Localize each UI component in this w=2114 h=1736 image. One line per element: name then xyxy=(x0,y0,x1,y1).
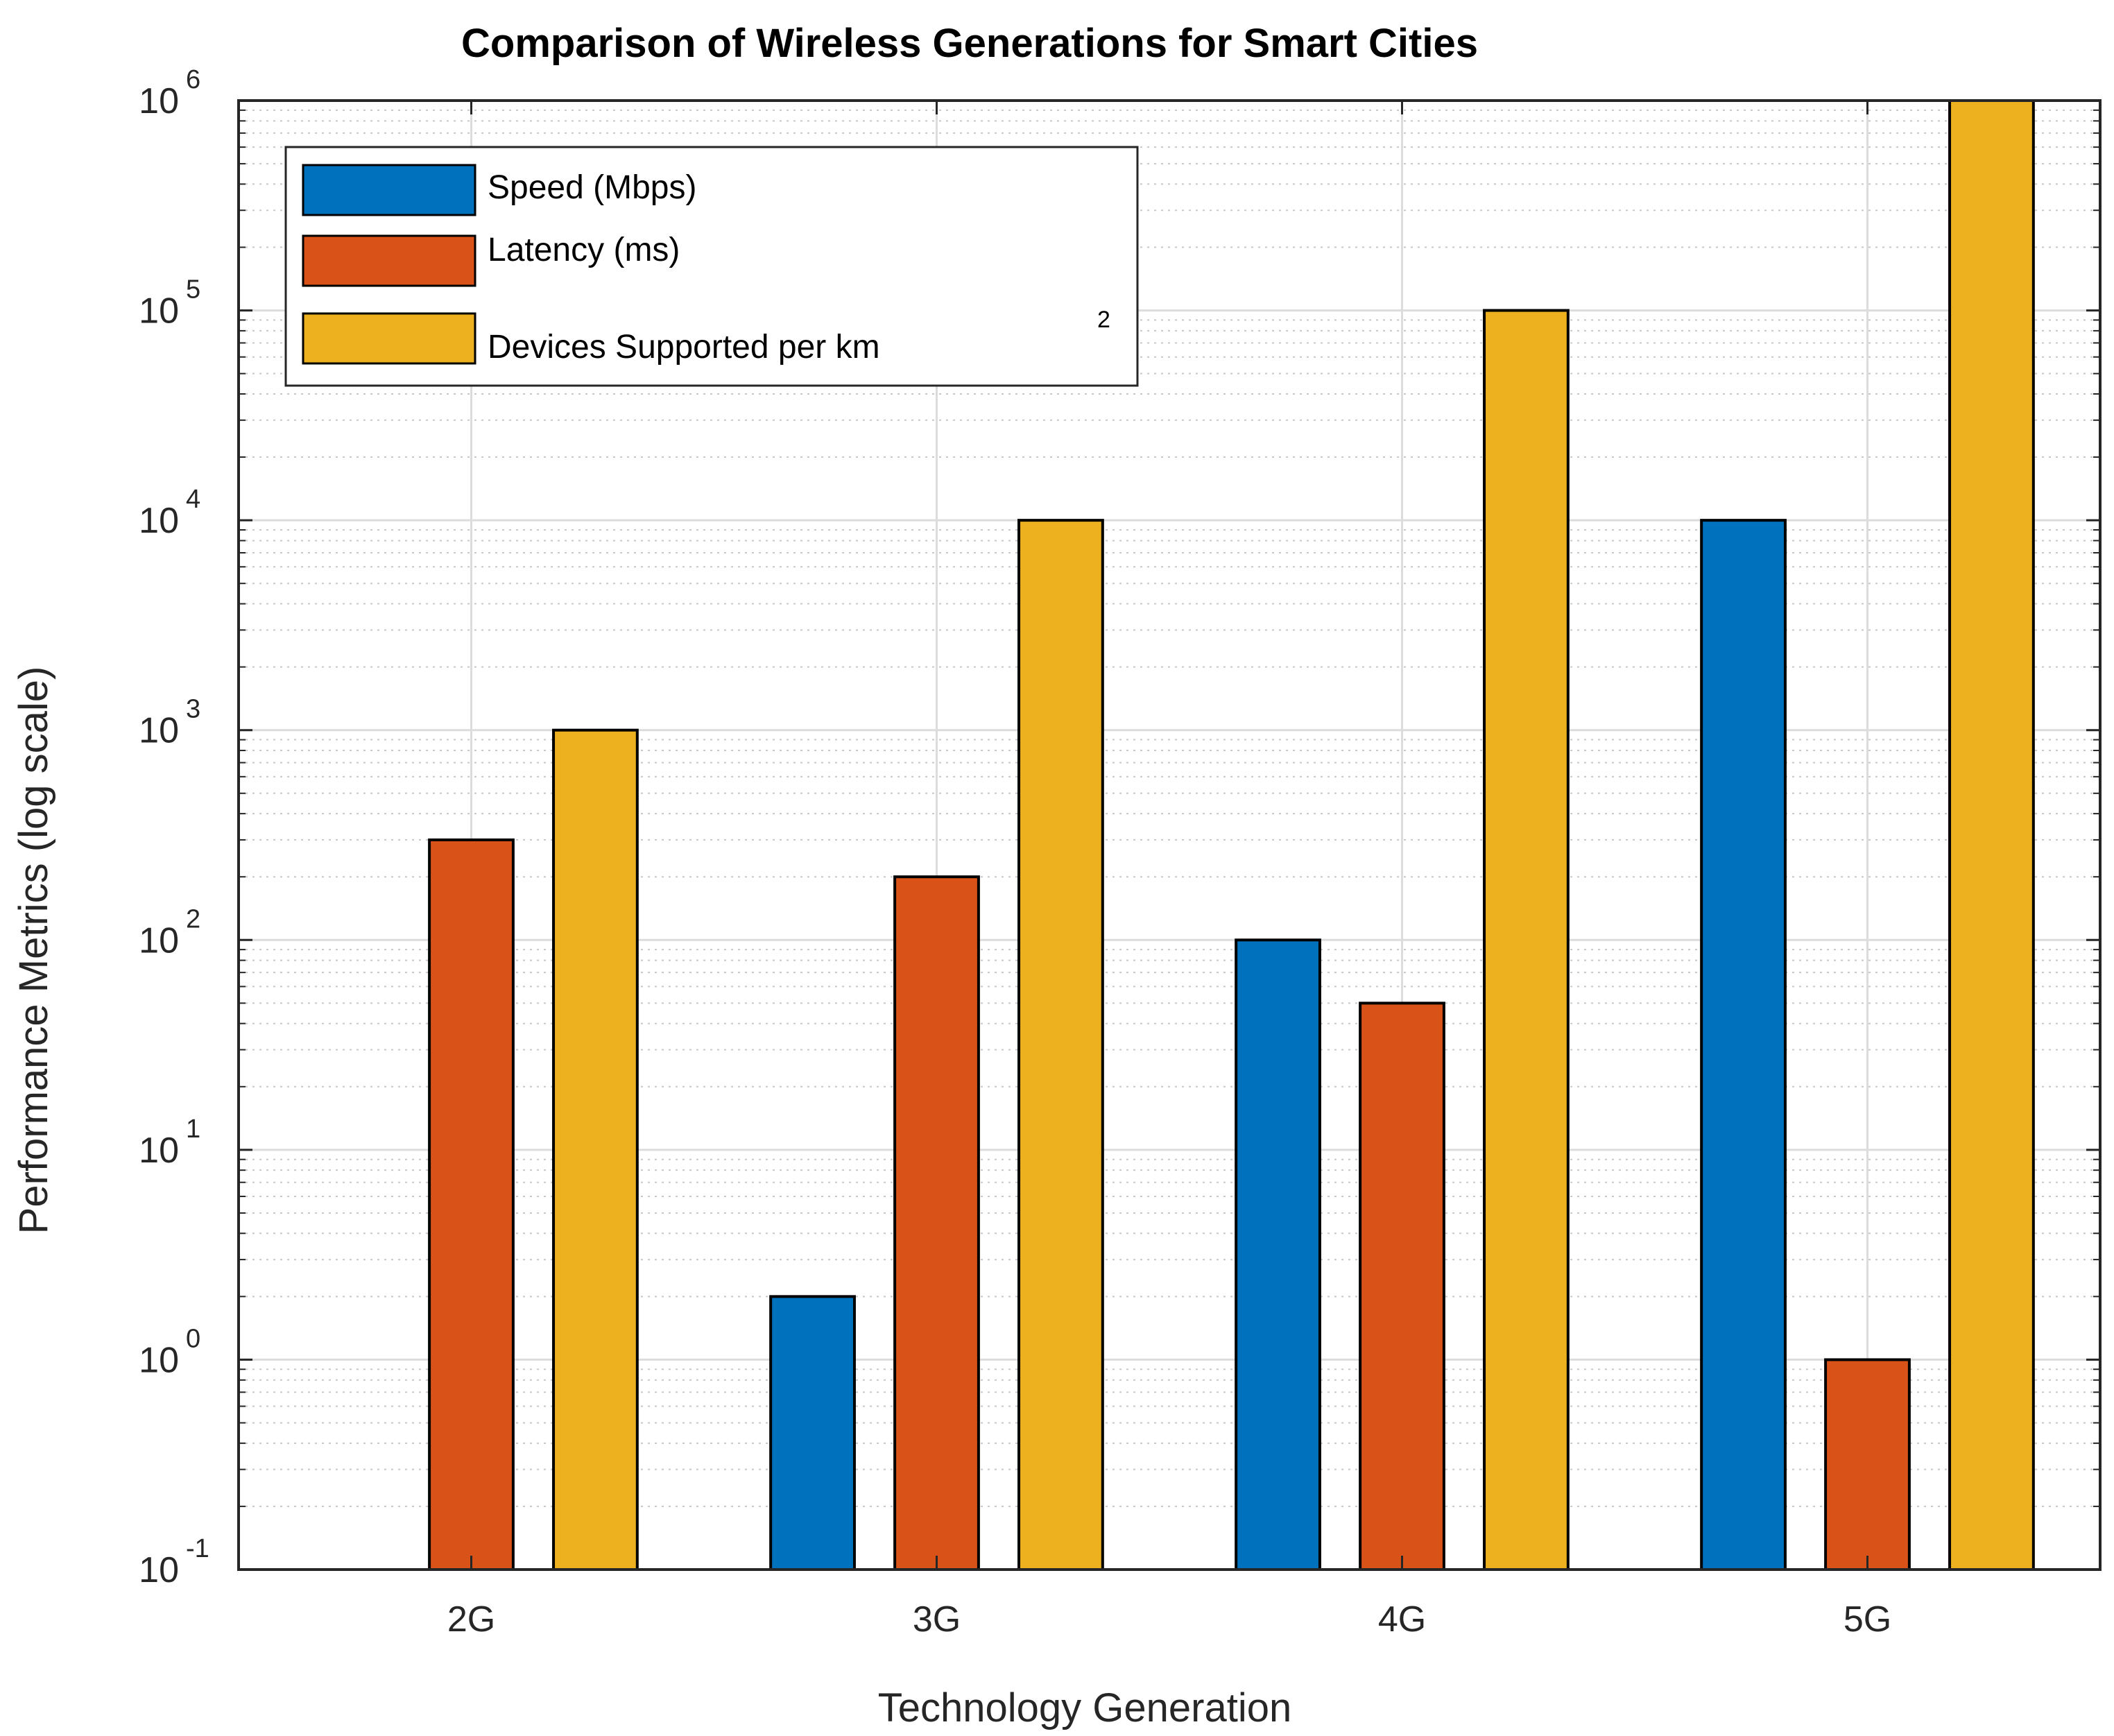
y-axis-label: Performance Metrics (log scale) xyxy=(11,667,56,1235)
legend-label-speed: Speed (Mbps) xyxy=(488,169,696,206)
y-tick-exponent: 4 xyxy=(186,485,200,514)
y-tick-label: 10 xyxy=(139,1340,179,1380)
y-tick-exponent: 0 xyxy=(186,1324,200,1353)
y-tick-exponent: 5 xyxy=(186,275,200,304)
bar-4g-devices xyxy=(1483,309,1570,1572)
y-tick-label: 10 xyxy=(139,1131,179,1171)
y-tick-label: 10 xyxy=(139,81,179,121)
y-tick-exponent: 1 xyxy=(186,1115,200,1144)
y-tick-exponent: -1 xyxy=(186,1534,209,1563)
y-tick-label: 10 xyxy=(139,1550,179,1590)
bar-3g-latency xyxy=(893,875,980,1571)
y-tick-label: 10 xyxy=(139,920,179,961)
bar-3g-speed xyxy=(769,1295,856,1571)
bar-5g-latency xyxy=(1824,1358,1911,1572)
y-tick-exponent: 6 xyxy=(186,65,200,94)
bar-5g-devices xyxy=(1948,99,2035,1571)
plot-frame xyxy=(237,99,2102,1571)
bar-3g-devices xyxy=(1017,519,1104,1572)
y-tick-exponent: 2 xyxy=(186,904,200,934)
bar-5g-speed xyxy=(1700,519,1787,1572)
legend-label-devices: Devices Supported per km xyxy=(488,329,880,366)
legend-swatch-speed xyxy=(302,164,476,216)
bar-2g-devices xyxy=(552,728,639,1571)
bars xyxy=(428,99,2035,1572)
legend: Speed (Mbps) Latency (ms) Devices Suppor… xyxy=(284,146,1139,387)
x-tick-label-5g: 5G xyxy=(1844,1599,1891,1640)
legend-swatch-devices xyxy=(302,312,476,365)
y-tick-label: 10 xyxy=(139,711,179,751)
bar-4g-latency xyxy=(1359,1002,1445,1571)
x-axis-label: Technology Generation xyxy=(878,1685,1292,1730)
bar-2g-latency xyxy=(428,838,515,1571)
x-tick-label-4g: 4G xyxy=(1378,1599,1426,1640)
legend-label-devices-superscript: 2 xyxy=(1097,307,1110,333)
chart-title: Comparison of Wireless Generations for S… xyxy=(461,21,1478,66)
x-tick-label-3g: 3G xyxy=(913,1599,961,1640)
bar-4g-speed xyxy=(1235,938,1321,1572)
legend-swatch-latency xyxy=(302,234,476,287)
y-tick-label: 10 xyxy=(139,291,179,332)
grid xyxy=(239,99,2100,1571)
legend-label-latency: Latency (ms) xyxy=(488,232,680,268)
y-tick-exponent: 3 xyxy=(186,695,200,724)
x-tick-label-2g: 2G xyxy=(447,1599,495,1640)
y-tick-label: 10 xyxy=(139,501,179,541)
